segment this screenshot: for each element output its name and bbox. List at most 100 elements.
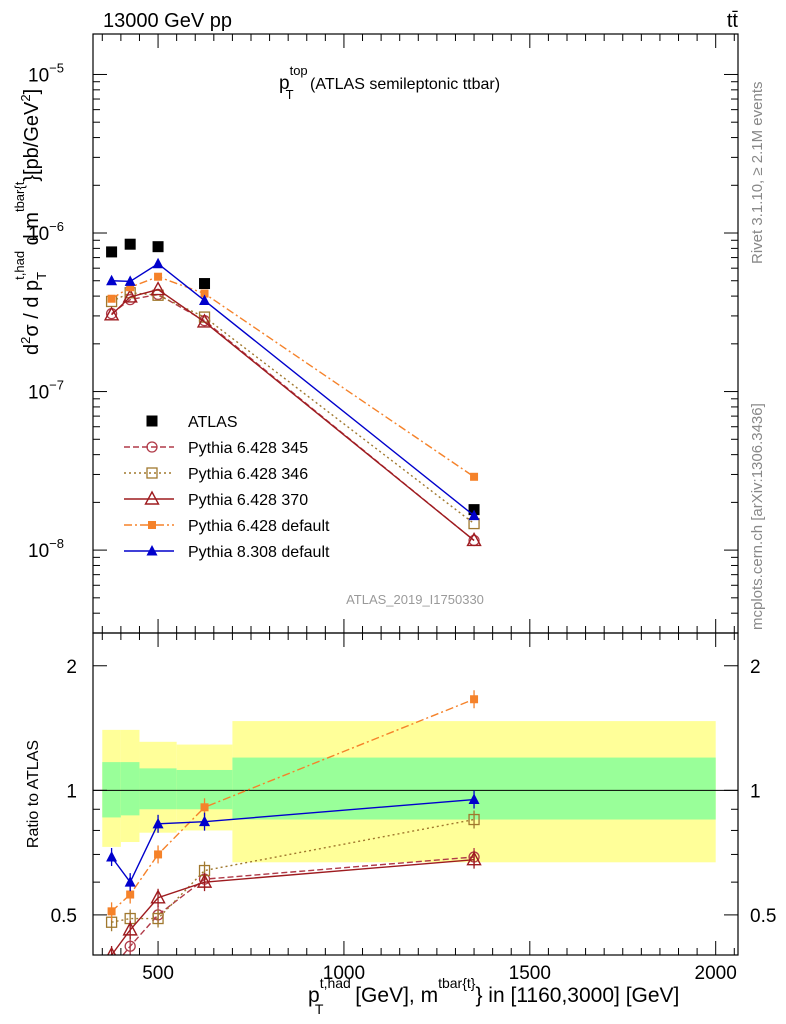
legend-marker-atlas [146, 415, 158, 427]
plot-title-rest: (ATLAS semileptonic ttbar) [306, 76, 500, 93]
plot-title-sup: top [290, 63, 308, 78]
main-line-p346 [111, 292, 475, 525]
rivet-version-label: Rivet 3.1.10, ≥ 2.1M events [749, 82, 766, 265]
ratio-point-p370-4 [466, 851, 482, 866]
x-axis-label-sup2: tbar{t} [438, 975, 476, 991]
ratio-point-p8default-3 [199, 815, 211, 827]
ratio-frame [92, 632, 739, 956]
ratio-point-p345-1 [124, 940, 136, 952]
x-axis-label-main: p [308, 984, 320, 1007]
main-series-p6default [107, 272, 479, 481]
main-point-atlas-2 [152, 241, 164, 253]
x-axis-label-sup: t,had [320, 975, 351, 991]
legend-marker-p370 [144, 490, 160, 505]
main-point-p6default-0 [107, 294, 116, 303]
main-point-p8default-0 [106, 274, 118, 286]
ratio-y-tick-label-left: 1 [66, 781, 77, 802]
legend-marker-p345 [146, 441, 158, 453]
ratio-y-tick-label-right: 0.5 [750, 906, 776, 927]
main-y-tick-label: 10−8 [28, 536, 64, 562]
legend-entry-p8default: Pythia 8.308 default [124, 544, 330, 561]
main-point-p6default-3 [200, 289, 209, 298]
ratio-point-p6default-2 [154, 850, 163, 859]
x-tick-label: 500 [142, 963, 174, 984]
main-point-p8default-3 [199, 294, 211, 306]
legend: ATLAS Pythia 6.428 345 Pythia 6.428 346 Pyt… [124, 414, 330, 561]
ratio-point-p8default-2 [152, 817, 164, 829]
ratio-point-p345-0 [107, 964, 117, 974]
ratio-uncertainty-bands [102, 721, 716, 863]
ratio-y-tick-label-left: 2 [66, 657, 77, 678]
analysis-watermark: ATLAS_2019_I1750330 [346, 592, 484, 607]
legend-entry-atlas: ATLAS [146, 414, 238, 431]
ratio-y-tick-label-right: 2 [750, 657, 761, 678]
legend-entry-p370: Pythia 6.428 370 [124, 490, 308, 509]
legend-marker-p346 [146, 467, 158, 479]
ratio-y-axis-label: Ratio to ATLAS [25, 740, 42, 848]
main-point-atlas-3 [199, 278, 211, 290]
x-tick-label: 2000 [695, 963, 737, 984]
ratio-line-p370 [111, 858, 475, 955]
plot-title: ptop T (ATLAS semileptonic ttbar) [279, 63, 500, 102]
main-point-atlas-0 [106, 246, 118, 258]
ratio-point-p370-3 [196, 873, 213, 888]
x-axis-label-sub: T [315, 1001, 324, 1017]
ratio-line-p6default [111, 698, 475, 912]
main-point-p6default-2 [154, 272, 163, 281]
ratio-point-p370-1 [122, 921, 138, 936]
ratio-series-p370 [107, 850, 482, 955]
plot-title-main: p [279, 73, 290, 94]
main-y-axis-label: d2σ / d pTt,had d mtbar{t}[pb/GeV2] [12, 89, 49, 355]
ratio-band-inner-1 [120, 762, 140, 816]
x-tick-label: 1000 [323, 963, 365, 984]
ratio-point-p346-4 [468, 813, 480, 826]
legend-entry-p345: Pythia 6.428 345 [124, 440, 308, 457]
mcplots-label: mcplots.cern.ch [arXiv:1306.3436] [749, 403, 766, 630]
main-series-p8default [106, 257, 480, 521]
x-tick-label: 1500 [509, 963, 551, 984]
legend-label-p370: Pythia 6.428 370 [188, 492, 308, 509]
x-axis-label-tail: } in [1160,3000] [GeV] [475, 984, 679, 1007]
ratio-y-tick-label-right: 1 [750, 781, 761, 802]
legend-entry-p346: Pythia 6.428 346 [124, 466, 308, 483]
legend-marker-p8default [146, 545, 158, 556]
process-label: tt̄ [727, 10, 739, 32]
ratio-point-p370-0 [107, 946, 117, 955]
ratio-y-tick-label-left: 0.5 [51, 906, 77, 927]
ratio-plot-marks [105, 690, 482, 974]
main-y-tick-label: 10−5 [28, 60, 64, 86]
ratio-series-p8default [106, 790, 480, 892]
main-point-p6default-4 [470, 472, 479, 481]
main-point-p8default-2 [152, 257, 164, 269]
x-axis-label: pt,had T [GeV], mtbar{t}} in [1160,3000] … [308, 975, 679, 1017]
main-y-tick-label: 10−7 [28, 378, 64, 404]
ratio-point-p370-2 [150, 889, 166, 904]
main-series-p370 [103, 281, 482, 547]
x-axis-label-rest: [GeV], m [349, 984, 438, 1007]
energy-label: 13000 GeV pp [103, 10, 232, 32]
main-point-p370-2 [150, 281, 166, 296]
main-plot-marks [103, 238, 482, 547]
main-point-p370-1 [122, 288, 138, 303]
legend-label-p346: Pythia 6.428 346 [188, 466, 308, 483]
ratio-band-inner-4 [232, 757, 716, 820]
main-point-p370-4 [466, 532, 482, 547]
ratio-point-p346-2 [152, 912, 164, 925]
ratio-band-inner-0 [102, 762, 121, 818]
main-line-p370 [111, 288, 475, 542]
legend-label-p345: Pythia 6.428 345 [188, 440, 308, 457]
legend-label-p8default: Pythia 8.308 default [188, 544, 330, 561]
main-point-p370-0 [103, 306, 120, 321]
legend-label-atlas: ATLAS [188, 414, 238, 431]
ratio-band-inner-2 [139, 768, 177, 810]
main-point-p8default-1 [124, 275, 136, 286]
ratio-point-p6default-0 [107, 907, 116, 916]
ratio-point-p8default-0 [106, 851, 118, 862]
main-point-p370-3 [196, 313, 213, 328]
legend-marker-p6default [148, 521, 156, 529]
ratio-point-p6default-1 [126, 890, 135, 899]
legend-label-p6default: Pythia 6.428 default [188, 518, 330, 535]
ratio-line-p345 [122, 856, 475, 955]
